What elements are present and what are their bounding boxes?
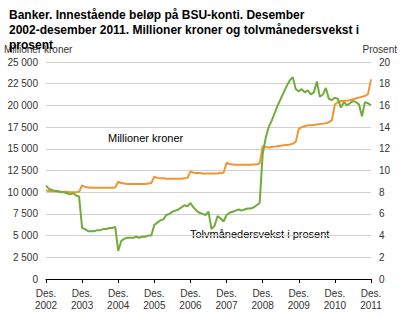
svg-text:0: 0 — [379, 274, 385, 285]
svg-text:10 000: 10 000 — [7, 187, 38, 198]
svg-text:Des.: Des. — [288, 288, 309, 299]
svg-text:18: 18 — [379, 78, 391, 89]
svg-text:2011: 2011 — [360, 300, 382, 311]
svg-text:12: 12 — [379, 143, 391, 154]
svg-text:17 500: 17 500 — [7, 122, 38, 133]
svg-text:2010: 2010 — [324, 300, 347, 311]
svg-text:20: 20 — [379, 57, 391, 68]
svg-text:2004: 2004 — [107, 300, 130, 311]
svg-text:14: 14 — [379, 122, 391, 133]
svg-text:prosent: prosent — [9, 38, 53, 52]
svg-text:10: 10 — [379, 165, 391, 176]
svg-text:Des.: Des. — [252, 288, 273, 299]
svg-text:16: 16 — [379, 100, 391, 111]
svg-text:7 500: 7 500 — [13, 208, 38, 219]
svg-text:2008: 2008 — [252, 300, 275, 311]
svg-text:Des.: Des. — [144, 288, 165, 299]
svg-text:0: 0 — [32, 274, 38, 285]
svg-text:2003: 2003 — [71, 300, 94, 311]
svg-text:20 000: 20 000 — [7, 100, 38, 111]
svg-text:2 500: 2 500 — [13, 252, 38, 263]
svg-text:15 000: 15 000 — [7, 143, 38, 154]
svg-text:Banker. Innestående beløp på B: Banker. Innestående beløp på BSU-konti. … — [9, 8, 308, 22]
svg-text:2002: 2002 — [35, 300, 58, 311]
svg-text:Des.: Des. — [72, 288, 93, 299]
svg-text:6: 6 — [379, 208, 385, 219]
svg-text:2006: 2006 — [179, 300, 202, 311]
svg-text:2: 2 — [379, 252, 385, 263]
svg-text:12 500: 12 500 — [7, 165, 38, 176]
svg-text:5 000: 5 000 — [13, 230, 38, 241]
svg-text:Millioner kroner: Millioner kroner — [108, 132, 184, 144]
svg-text:4: 4 — [379, 230, 385, 241]
svg-text:Des.: Des. — [325, 288, 346, 299]
svg-text:2005: 2005 — [143, 300, 166, 311]
svg-text:Des.: Des. — [36, 288, 57, 299]
svg-text:Des.: Des. — [108, 288, 129, 299]
svg-text:22 500: 22 500 — [7, 78, 38, 89]
svg-text:2002-desember 2011. Millioner: 2002-desember 2011. Millioner kroner og … — [9, 23, 363, 37]
svg-text:Prosent: Prosent — [363, 44, 398, 55]
svg-text:Des.: Des. — [361, 288, 382, 299]
svg-text:8: 8 — [379, 187, 385, 198]
svg-text:Des.: Des. — [180, 288, 201, 299]
svg-text:Des.: Des. — [216, 288, 237, 299]
svg-text:2007: 2007 — [215, 300, 238, 311]
svg-text:25 000: 25 000 — [7, 57, 38, 68]
svg-text:2009: 2009 — [288, 300, 311, 311]
svg-text:Tolvmånedersvekst i prosent: Tolvmånedersvekst i prosent — [190, 227, 330, 240]
